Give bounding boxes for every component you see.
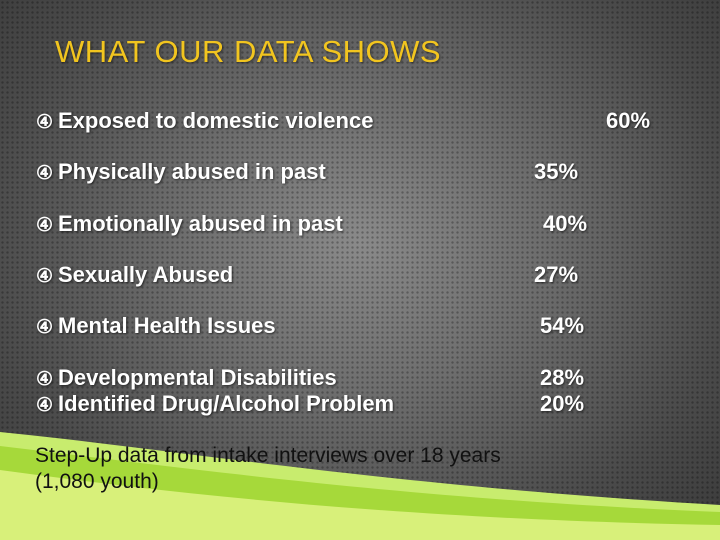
bullet-icon: ④ [36, 395, 54, 416]
item-label: Identified Drug/Alcohol Problem [58, 391, 395, 416]
item-value: 40% [543, 211, 588, 236]
item-label: Mental Health Issues [58, 313, 276, 338]
item-label: Emotionally abused in past [58, 211, 343, 236]
item-label: Exposed to domestic violence [58, 108, 374, 133]
bullet-icon: ④ [36, 317, 54, 338]
bullet-icon: ④ [36, 112, 54, 133]
bullet-icon: ④ [36, 266, 54, 287]
bullet-icon: ④ [36, 369, 54, 390]
item-value: 28% [540, 365, 585, 390]
list-item-mental-health: ④ Mental Health Issues [36, 313, 276, 339]
item-value: 35% [534, 159, 579, 184]
item-value: 54% [540, 313, 585, 338]
item-value: 60% [606, 108, 651, 133]
list-item-developmental-disabilities: ④ Developmental Disabilities [36, 365, 337, 391]
bullet-icon: ④ [36, 163, 54, 184]
footnote-line: Step-Up data from intake interviews over… [35, 444, 501, 467]
page-title: WHAT OUR DATA SHOWS [55, 34, 442, 69]
bullet-icon: ④ [36, 215, 54, 236]
item-label: Sexually Abused [58, 262, 234, 287]
source-footnote: Step-Up data from intake interviews over… [35, 443, 501, 495]
footnote-line: (1,080 youth) [35, 470, 159, 493]
list-item-sexually-abused: ④ Sexually Abused [36, 262, 233, 288]
list-item-drug-alcohol: ④ Identified Drug/Alcohol Problem [36, 391, 394, 417]
item-label: Developmental Disabilities [58, 365, 337, 390]
item-value: 27% [534, 262, 579, 287]
item-value: 20% [540, 391, 585, 416]
item-label: Physically abused in past [58, 159, 326, 184]
list-item-emotionally-abused: ④ Emotionally abused in past [36, 211, 343, 237]
list-item-physically-abused: ④ Physically abused in past [36, 159, 326, 185]
list-item-domestic-violence: ④ Exposed to domestic violence [36, 108, 373, 134]
